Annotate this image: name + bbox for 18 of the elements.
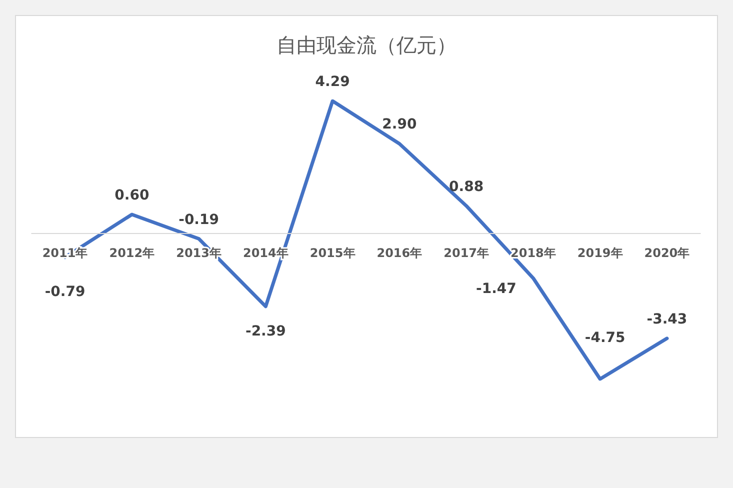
x-tick-label: 2016年 [376,246,422,260]
x-tick-label: 2019年 [577,246,623,260]
x-tick-label: 2017年 [444,246,490,260]
data-label: 2.90 [382,116,417,133]
data-label: -2.39 [246,323,286,340]
data-label: -4.75 [584,330,626,346]
x-tick-label: 2015年 [310,246,356,260]
x-tick-label: 2020年 [644,246,690,260]
data-label: 0.60 [114,187,150,204]
data-label: -3.43 [646,311,688,328]
data-label: 4.29 [315,74,350,90]
x-tick-label: 2018年 [510,246,556,260]
data-label: -0.79 [44,284,86,300]
data-label: -0.19 [178,212,219,228]
data-label: 0.88 [449,178,484,195]
x-tick-label: 2012年 [109,246,155,260]
chart-title: 自由现金流（亿元） [276,33,456,57]
data-label: -1.47 [476,281,516,298]
